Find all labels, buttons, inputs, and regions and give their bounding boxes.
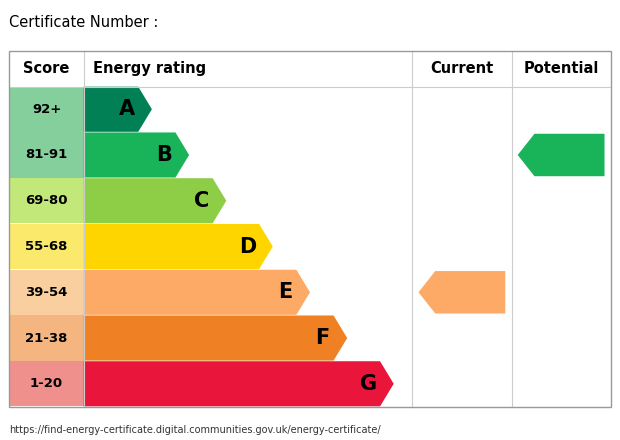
Bar bbox=[9, 315, 84, 361]
Bar bbox=[9, 87, 84, 132]
Text: F: F bbox=[316, 328, 329, 348]
Bar bbox=[9, 51, 611, 407]
Text: Current: Current bbox=[430, 61, 494, 76]
Bar bbox=[9, 270, 84, 315]
Text: Certificate Number :: Certificate Number : bbox=[9, 15, 159, 30]
Polygon shape bbox=[84, 361, 394, 407]
Bar bbox=[9, 361, 84, 407]
Polygon shape bbox=[418, 271, 505, 313]
Text: Energy rating: Energy rating bbox=[93, 61, 206, 76]
Text: 92+: 92+ bbox=[32, 103, 61, 116]
Text: Potential: Potential bbox=[523, 61, 599, 76]
Text: 47: 47 bbox=[456, 285, 478, 300]
Polygon shape bbox=[84, 132, 189, 178]
Text: 81-91: 81-91 bbox=[25, 148, 68, 161]
Text: 88: 88 bbox=[555, 147, 577, 162]
Text: 39-54: 39-54 bbox=[25, 286, 68, 299]
Polygon shape bbox=[84, 178, 226, 223]
Text: D: D bbox=[239, 237, 257, 257]
Text: 55-68: 55-68 bbox=[25, 240, 68, 253]
Text: B: B bbox=[156, 145, 172, 165]
Polygon shape bbox=[84, 224, 273, 269]
Polygon shape bbox=[518, 134, 604, 176]
Text: 1-20: 1-20 bbox=[30, 377, 63, 390]
Bar bbox=[9, 224, 84, 269]
Text: https://find-energy-certificate.digital.communities.gov.uk/energy-certificate/: https://find-energy-certificate.digital.… bbox=[9, 425, 381, 435]
Text: E: E bbox=[278, 282, 292, 302]
Bar bbox=[9, 178, 84, 223]
Text: A: A bbox=[119, 99, 135, 119]
Bar bbox=[9, 132, 84, 178]
Polygon shape bbox=[84, 270, 310, 315]
Polygon shape bbox=[84, 87, 152, 132]
Text: Score: Score bbox=[24, 61, 69, 76]
Text: G: G bbox=[360, 374, 378, 394]
Text: 69-80: 69-80 bbox=[25, 194, 68, 207]
Text: 21-38: 21-38 bbox=[25, 331, 68, 345]
Polygon shape bbox=[84, 315, 347, 361]
Text: C: C bbox=[194, 191, 209, 211]
